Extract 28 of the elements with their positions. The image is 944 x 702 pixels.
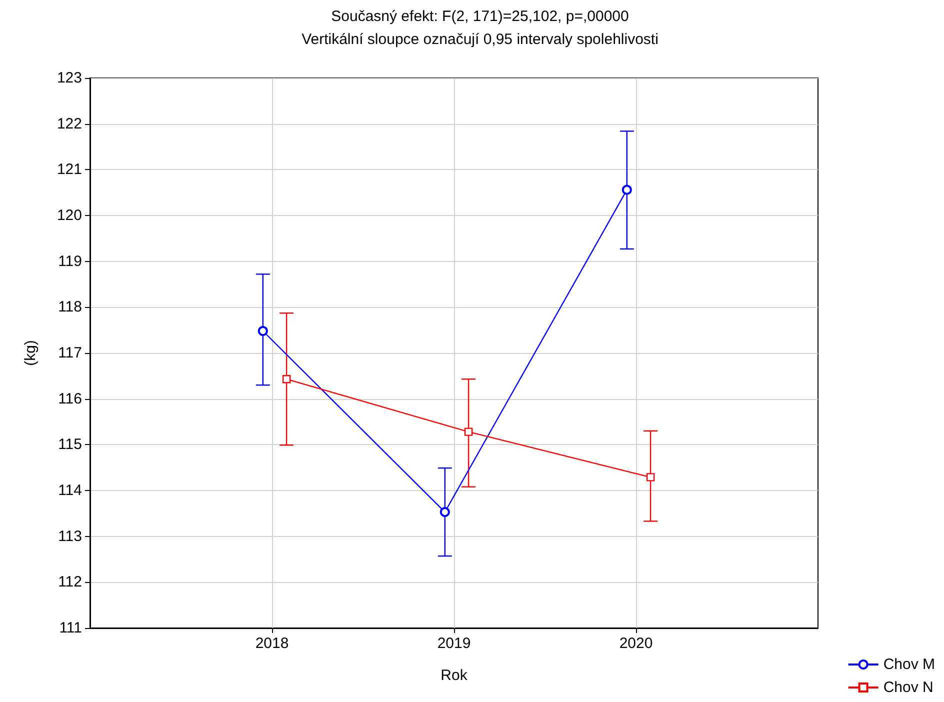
point [464,428,473,436]
y-tick-label: 112 [58,574,82,591]
y-tick-label: 117 [58,344,82,362]
point [440,507,450,518]
y-tick-label: 114 [58,482,82,499]
x-tick-label: 2020 [619,635,653,652]
y-tick-label: 113 [58,528,82,545]
chart-title: Současný efekt: F(2, 171)=25,102, p=,00000 [331,8,629,25]
y-tick-label: 120 [56,207,82,224]
point [646,473,655,482]
x-tick-label: 2019 [437,635,471,652]
legend-label: Chov N [883,679,934,696]
x-axis-title: Rok [440,667,468,684]
x-tick-label: 2018 [255,635,289,652]
point [258,326,268,336]
point [622,184,632,195]
y-tick-label: 111 [59,620,82,636]
y-tick-label: 122 [56,115,82,132]
legend-label: Chov M [883,656,936,673]
y-axis-title: (kg) [22,340,39,366]
y-tick-label: 123 [56,70,82,86]
y-tick-label: 116 [58,390,82,408]
y-tick-label: 121 [56,161,82,178]
y-tick-label: 119 [58,252,82,270]
chart-subtitle: Vertikální sloupce označují 0,95 intervaly spolehlivosti [302,31,658,48]
y-tick-label: 115 [58,436,82,454]
point [282,375,291,384]
y-tick-label: 118 [58,298,82,316]
